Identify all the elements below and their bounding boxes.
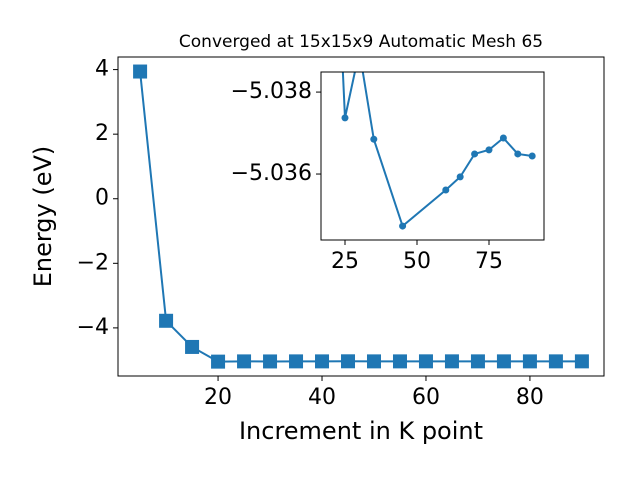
axes: 25 50 75 −5.038 −5.036	[231, 71, 545, 274]
marker	[370, 135, 378, 143]
plot-area	[321, 72, 544, 240]
marker	[456, 173, 464, 181]
marker	[574, 354, 589, 369]
y-tick-label: −4	[77, 315, 109, 340]
marker	[392, 354, 407, 369]
y-tick-label: 2	[95, 121, 109, 146]
line	[341, 72, 533, 228]
chart-title: Converged at 15x15x9 Automatic Mesh 65	[179, 32, 543, 52]
x-tick-label: 20	[204, 385, 232, 410]
marker	[237, 354, 252, 369]
marker	[341, 114, 349, 122]
axes-frame	[117, 56, 605, 377]
marker	[548, 354, 563, 369]
y-tick-label: 0	[95, 186, 109, 211]
marker	[133, 64, 148, 79]
marker	[522, 354, 537, 369]
x-tick-label: 50	[403, 249, 431, 274]
plot	[133, 64, 589, 369]
marker	[496, 354, 511, 369]
marker	[499, 134, 507, 142]
marker	[341, 354, 356, 369]
x-tick-label: 75	[475, 249, 503, 274]
marker	[211, 354, 226, 369]
marker	[514, 150, 522, 158]
x-tick-label: 25	[331, 249, 359, 274]
marker	[485, 146, 493, 154]
marker	[185, 339, 200, 354]
axes-frame	[320, 71, 545, 241]
marker	[470, 354, 485, 369]
x-tick-label: 60	[412, 385, 440, 410]
marker	[399, 222, 407, 230]
marker	[418, 354, 433, 369]
marker	[263, 354, 278, 369]
marker	[471, 150, 479, 158]
marker	[442, 186, 450, 194]
marker	[528, 152, 536, 160]
x-tick-label: 40	[308, 385, 336, 410]
marker	[366, 354, 381, 369]
y-tick-label: −5.038	[231, 79, 312, 104]
y-tick-label: 4	[95, 57, 109, 82]
x-tick-label: 80	[516, 385, 544, 410]
marker	[159, 313, 174, 328]
plot	[341, 72, 536, 230]
y-tick-label: −5.036	[231, 161, 312, 186]
y-tick-label: −2	[77, 250, 109, 275]
y-axis-label: Energy (eV)	[29, 146, 57, 288]
x-axis-label: Increment in K point	[239, 417, 483, 445]
marker	[444, 354, 459, 369]
marker	[289, 354, 304, 369]
marker	[315, 354, 330, 369]
